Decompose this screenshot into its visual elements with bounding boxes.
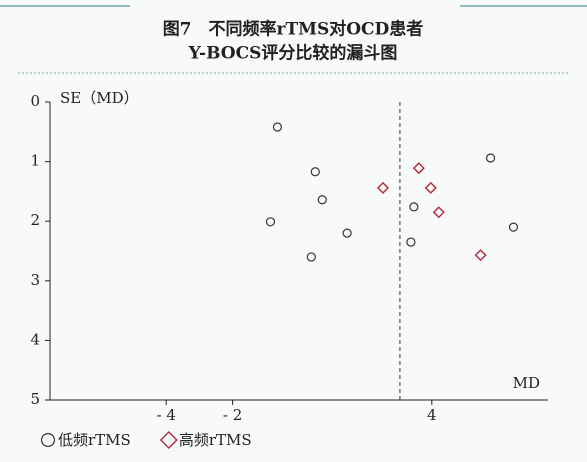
- y-axis-label: SE（MD）: [60, 89, 139, 107]
- y-tick-label: 3: [30, 271, 40, 289]
- diamond-marker: [424, 181, 437, 194]
- y-tick-label: 1: [30, 152, 40, 170]
- x-tick-label: 4: [427, 406, 437, 424]
- circle-marker: [306, 252, 316, 262]
- legend-label: 高频rTMS: [179, 431, 252, 449]
- x-tick-label: - 2: [223, 406, 242, 424]
- legend-label: 低频rTMS: [58, 431, 131, 449]
- legend-marker: [40, 433, 55, 448]
- y-tick-label: 4: [30, 330, 40, 348]
- chart-subtitle: Y-BOCS评分比较的漏斗图: [188, 43, 398, 64]
- y-tick-label: 2: [30, 211, 40, 229]
- circle-marker: [406, 237, 416, 247]
- y-tick-label: 5: [30, 390, 40, 408]
- circle-marker: [265, 217, 276, 227]
- circle-marker: [342, 228, 352, 238]
- circle-marker: [272, 122, 283, 132]
- circle-marker: [317, 195, 327, 205]
- circle-marker: [409, 202, 419, 212]
- x-axis-label: MD: [513, 374, 540, 392]
- diamond-marker: [432, 206, 445, 219]
- x-tick-label: - 4: [157, 406, 176, 424]
- chart-title: 图7 不同频率rTMS对OCD患者: [163, 19, 424, 40]
- legend-marker: [159, 431, 178, 449]
- diamond-marker: [474, 249, 487, 262]
- diamond-marker: [412, 162, 425, 175]
- y-tick-label: 0: [30, 92, 40, 110]
- circle-marker: [310, 167, 320, 177]
- circle-marker: [485, 153, 496, 163]
- circle-marker: [508, 222, 519, 232]
- diamond-marker: [377, 181, 389, 194]
